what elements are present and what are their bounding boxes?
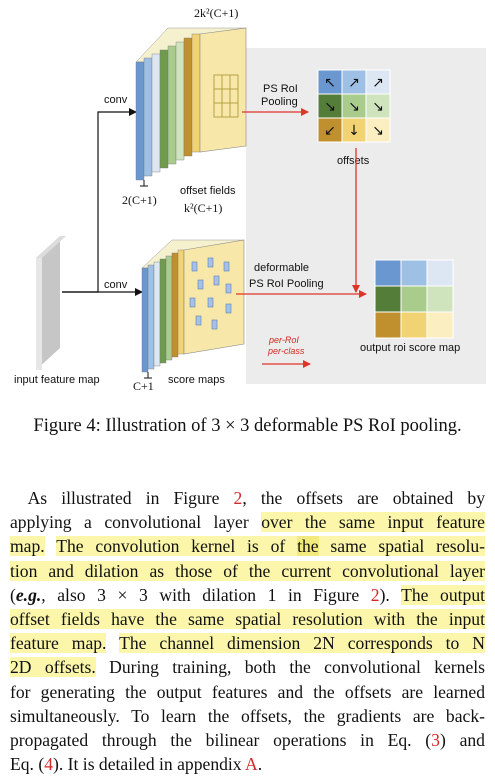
per-roi-label: per-RoI xyxy=(268,335,299,345)
text-line-10: simultaneously. To learn the offsets, th… xyxy=(10,704,485,728)
offset-arrow-icon: ↓ xyxy=(348,123,360,139)
text-run: . xyxy=(257,754,263,775)
text-line-11: propagated through the bilinear operatio… xyxy=(10,728,485,752)
grid-cell xyxy=(365,117,391,143)
figure-diagram: input feature map conv conv 2k²(C+1) 2(C… xyxy=(14,6,486,393)
text-run: ) and xyxy=(439,729,485,750)
offset-arrow-icon: ↘ xyxy=(372,99,384,115)
text-line-1: As illustrated in Figure 2, the offsets … xyxy=(10,486,485,510)
highlight: tion and dilation as those of the curren… xyxy=(10,560,485,581)
offsets-grid: ↖ ↗ ↗ ↘ ↘ ↘ ↙ ↓ ↘ xyxy=(317,69,391,143)
grid-cell xyxy=(341,117,367,143)
grid-cell xyxy=(317,117,343,143)
deformable-label-2: PS RoI Pooling xyxy=(249,278,324,290)
text-run: propagated through the bilinear operatio… xyxy=(10,729,432,750)
text-line-8: 2D offsets. During training, both the co… xyxy=(10,655,485,679)
text-run: During training, both the convolutional … xyxy=(95,657,485,678)
deformable-label-1: deformable xyxy=(254,262,309,274)
text-line-5: (e.g., also 3 × 3 with dilation 1 in Fig… xyxy=(10,583,486,607)
text-run xyxy=(45,536,57,556)
offset-arrow-icon: ↘ xyxy=(324,99,336,115)
offset-grid-cell xyxy=(213,74,239,118)
output-score-grid xyxy=(374,259,454,339)
text-run: ). It is detailed in appendix xyxy=(53,754,246,775)
score-channels-bottom-label: C+1 xyxy=(133,379,154,393)
grid-cell xyxy=(400,311,428,339)
text-line-3: map. The convolution kernel is of the sa… xyxy=(10,534,485,558)
text-run: As illustrated in Figure xyxy=(27,488,234,508)
body-paragraph: As illustrated in Figure 2, the offsets … xyxy=(10,486,486,776)
text-line-12: Eq. (4). It is detailed in appendix A. xyxy=(10,752,485,776)
ps-roi-pooling-label-1: PS RoI xyxy=(263,83,298,95)
grid-cell xyxy=(341,93,367,119)
text-run-italic: e.g. xyxy=(15,584,42,605)
text-run: ). xyxy=(379,584,402,605)
offset-channels-label: 2(C+1) xyxy=(122,193,157,207)
grid-cell xyxy=(374,285,402,313)
offset-arrow-icon: ↙ xyxy=(324,123,336,139)
score-maps-label: score maps xyxy=(168,374,225,386)
text-run xyxy=(106,633,119,653)
highlight: over the same input feature xyxy=(261,512,485,533)
text-run: ( xyxy=(10,584,16,605)
highlight-strong: the xyxy=(297,536,319,557)
highlight: feature map. xyxy=(10,633,107,654)
highlight: 2D offsets. xyxy=(10,657,96,678)
offset-arrow-icon: ↘ xyxy=(372,123,384,139)
score-maps-stack xyxy=(141,239,245,373)
offset-arrow-icon: ↗ xyxy=(348,75,360,91)
highlight: The convolution kernel is of xyxy=(56,536,298,557)
grid-cell xyxy=(374,259,402,287)
highlight: The output xyxy=(401,584,486,605)
text-line-7: feature map. The channel dimension 2N co… xyxy=(10,631,485,655)
offset-arrow-icon: ↗ xyxy=(372,75,384,91)
input-feature-map-label: input feature map xyxy=(14,374,100,386)
figure-ref-link[interactable]: 2 xyxy=(233,488,243,508)
figure-caption: Figure 4: Illustration of 3 × 3 deformab… xyxy=(33,416,462,436)
conv-top-label: conv xyxy=(104,94,128,106)
input-feature-map xyxy=(36,236,66,370)
text-run: applying a convolutional layer xyxy=(10,512,262,533)
figure-ref-link[interactable]: 2 xyxy=(370,584,380,605)
grid-cell xyxy=(400,259,428,287)
text-line-2: applying a convolutional layer over the … xyxy=(10,510,485,534)
text-line-6: offset fields have the same spatial reso… xyxy=(10,607,485,631)
highlight: same spatial resolu- xyxy=(318,536,485,557)
grid-cell xyxy=(317,93,343,119)
text-run: Eq. ( xyxy=(10,754,45,775)
offset-arrow-icon: ↘ xyxy=(348,99,360,115)
grid-cell xyxy=(341,69,367,95)
grid-cell xyxy=(426,311,454,339)
highlight: offset fields have the same spatial reso… xyxy=(10,608,485,629)
grid-cell xyxy=(374,311,402,339)
text-run: , the offsets are obtained by xyxy=(242,488,486,508)
text-run: , also 3 × 3 with dilation 1 in Figure xyxy=(41,584,371,605)
text-line-9: for generating the output features and t… xyxy=(10,680,485,704)
score-channels-label: k²(C+1) xyxy=(184,201,222,215)
grid-cell xyxy=(365,69,391,95)
highlight: map. xyxy=(10,536,45,557)
text-run: for generating the output features and t… xyxy=(10,681,485,702)
offset-fields-stack xyxy=(135,27,247,181)
grid-cell xyxy=(426,285,454,313)
equation-ref-link[interactable]: 4 xyxy=(44,754,53,775)
text-line-4: tion and dilation as those of the curren… xyxy=(10,559,485,583)
conv-bottom-label: conv xyxy=(104,279,128,291)
per-class-label: per-class xyxy=(267,346,305,356)
appendix-ref-link[interactable]: A xyxy=(245,754,258,775)
top-channels-label: 2k²(C+1) xyxy=(194,6,238,20)
deformed-sampling-cells xyxy=(189,257,232,330)
grid-cell xyxy=(426,259,454,287)
output-score-map-label: output roi score map xyxy=(360,342,460,354)
offsets-label: offsets xyxy=(337,155,370,167)
text-run: simultaneously. To learn the offsets, th… xyxy=(10,705,485,726)
offset-fields-label: offset fields xyxy=(180,185,236,197)
grid-cell xyxy=(400,285,428,313)
highlight: The channel dimension 2N corresponds to … xyxy=(119,633,485,654)
equation-ref-link[interactable]: 3 xyxy=(431,729,440,750)
offset-arrow-icon: ↖ xyxy=(324,75,336,91)
ps-roi-pooling-label-2: Pooling xyxy=(261,96,298,108)
